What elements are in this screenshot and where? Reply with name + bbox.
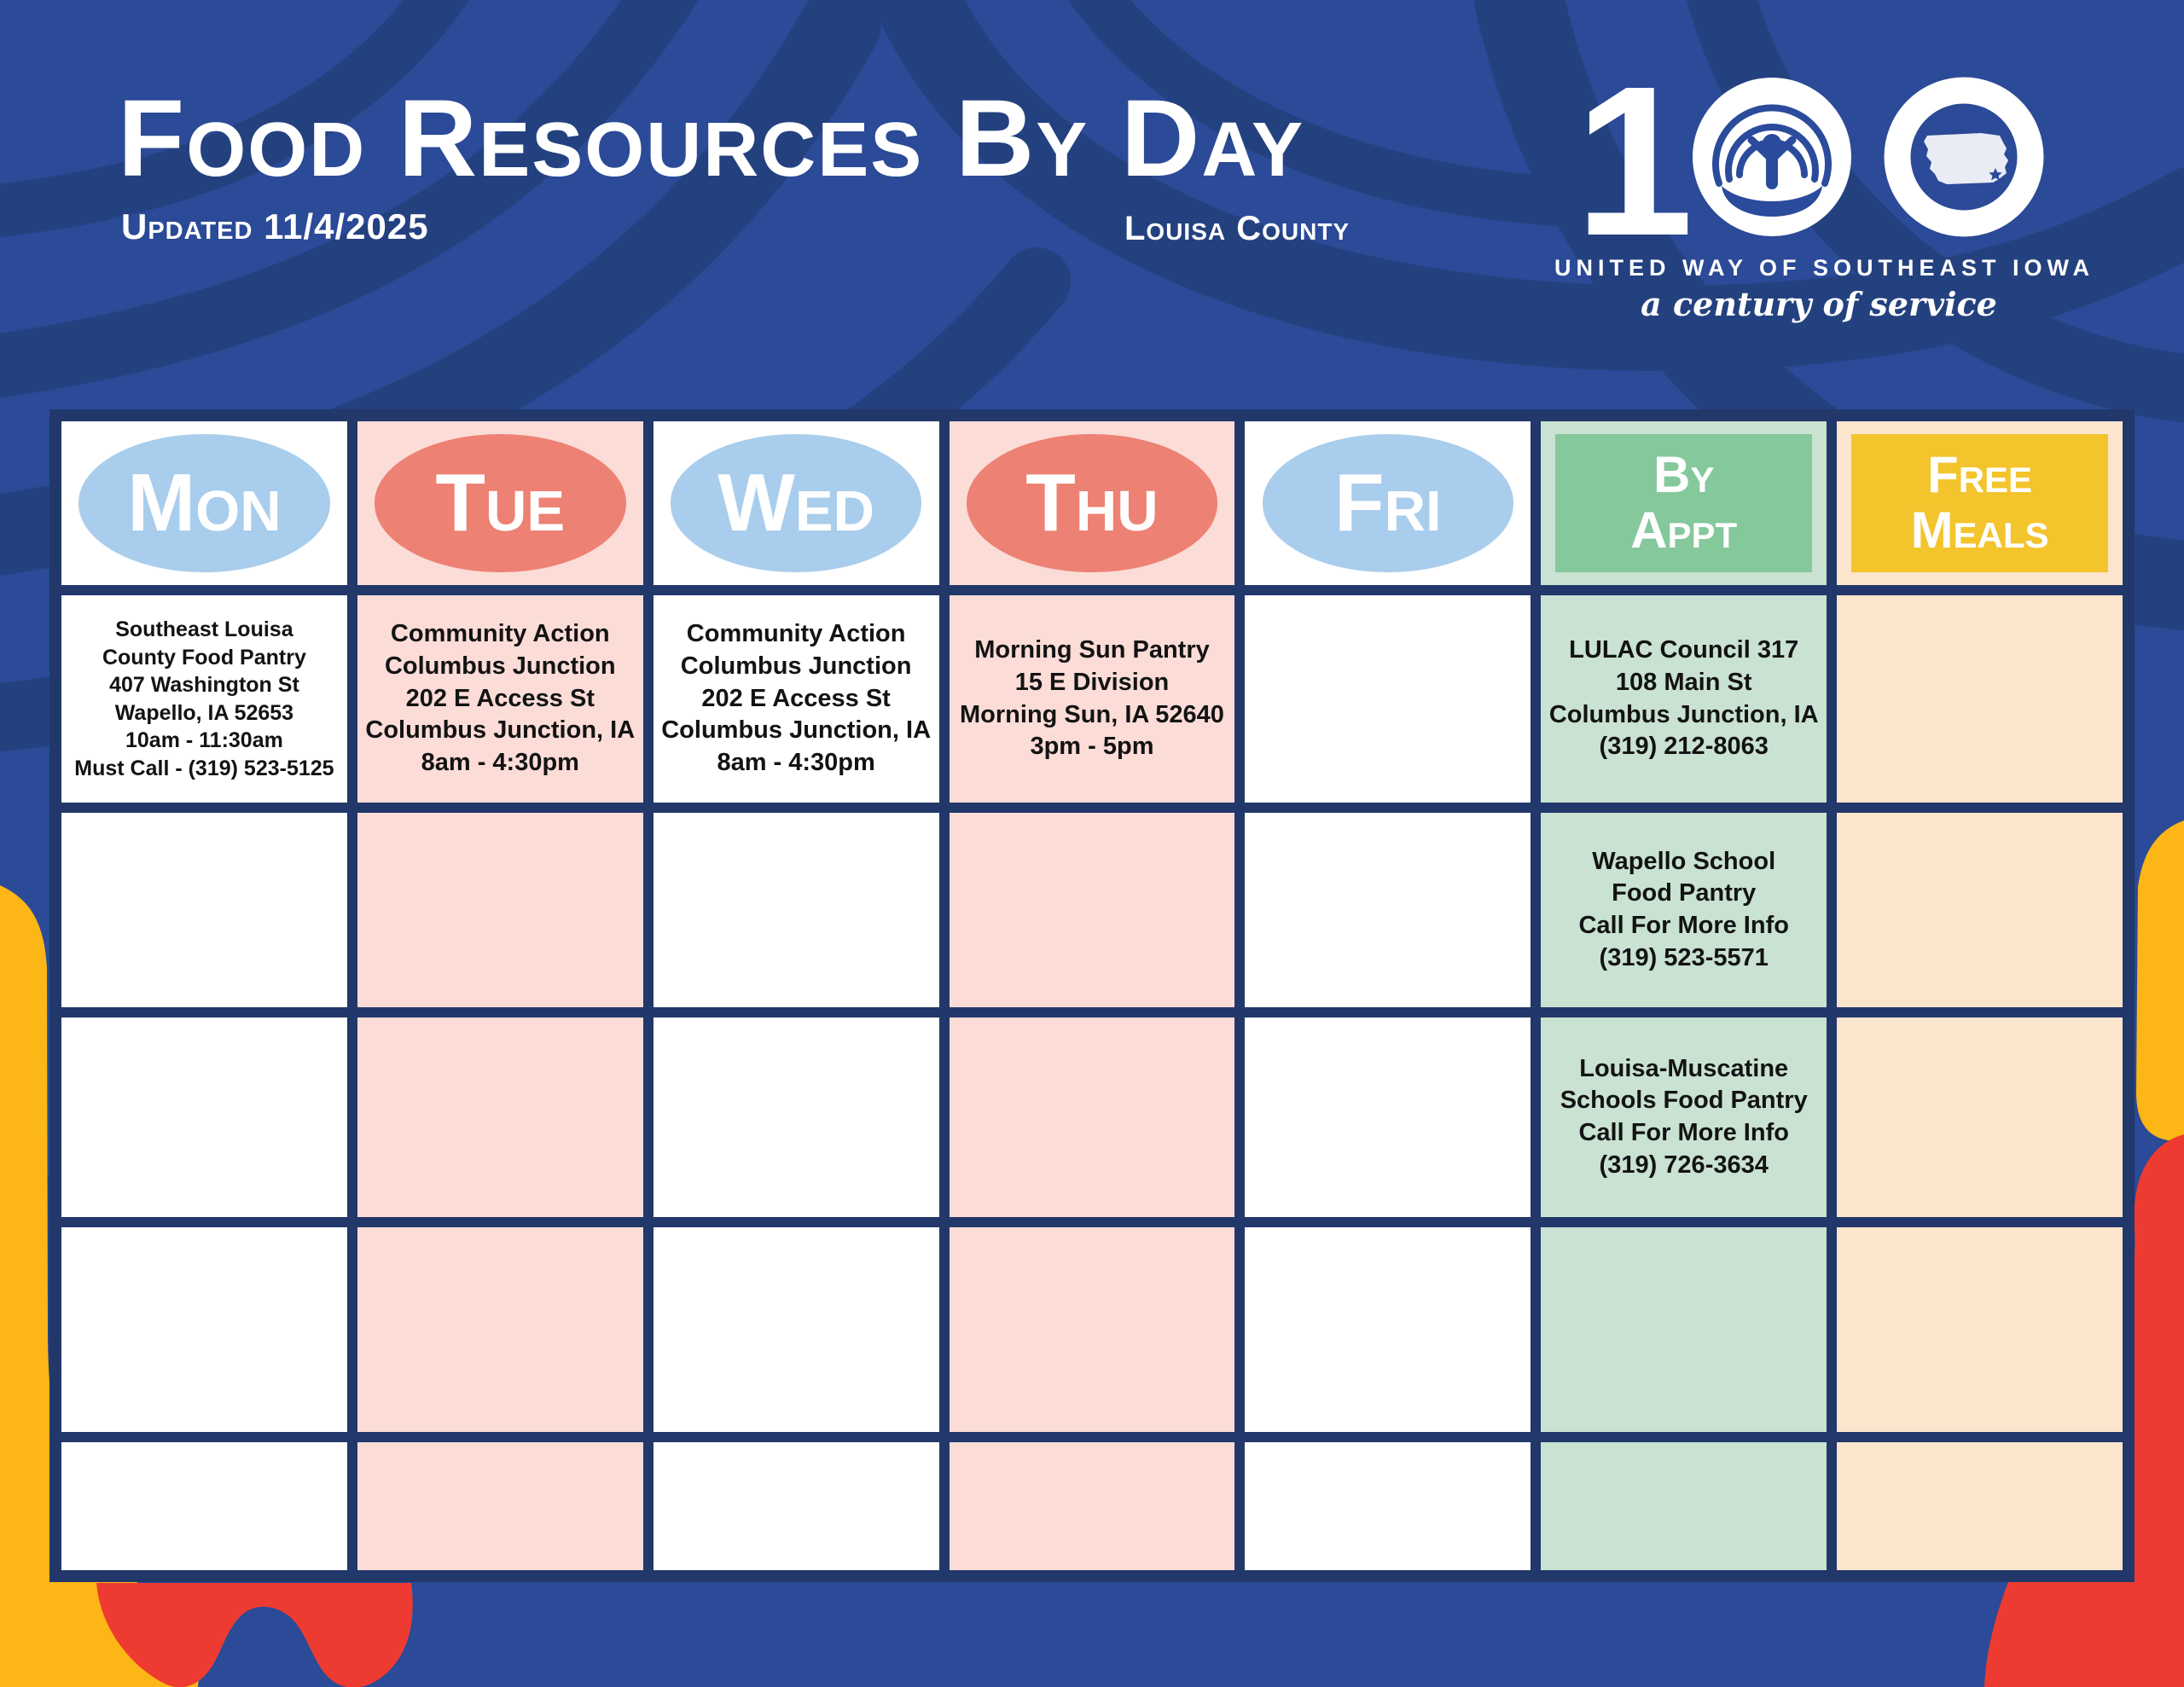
entry-morning-sun-pantry: Morning Sun Pantry 15 E Division Morning… <box>960 636 1224 761</box>
iowa-map-icon <box>1884 77 2044 237</box>
column-header-thu: Thu <box>949 421 1235 585</box>
column-header-tue: Tue <box>357 421 643 585</box>
cell-by-appt-row5 <box>1541 1442 1827 1570</box>
cell-wed-row5 <box>653 1442 939 1570</box>
cell-wed-row4 <box>653 1227 939 1432</box>
mon-badge: Mon <box>78 434 330 572</box>
cell-tue-row3 <box>357 1017 643 1217</box>
cell-mon-row1: Southeast Louisa County Food Pantry 407 … <box>61 595 347 803</box>
resource-table: Mon Tue Wed Thu Fri By Appt <box>49 409 2135 1582</box>
star-icon <box>1989 168 2002 181</box>
column-header-free-meals: Free Meals <box>1837 421 2123 585</box>
entry-southeast-louisa-pantry: Southeast Louisa County Food Pantry 407 … <box>74 617 334 780</box>
cell-free-meals-row3 <box>1837 1017 2123 1217</box>
cell-fri-row5 <box>1245 1442 1531 1570</box>
cell-free-meals-row5 <box>1837 1442 2123 1570</box>
free-meals-badge: Free Meals <box>1851 434 2108 572</box>
by-appt-badge: By Appt <box>1555 434 1813 572</box>
mon-label: Mon <box>127 456 282 548</box>
entry-community-action-wed: Community Action Columbus Junction 202 E… <box>661 620 932 777</box>
cell-wed-row2 <box>653 813 939 1007</box>
cell-by-appt-row3: Louisa-Muscatine Schools Food Pantry Cal… <box>1541 1017 1827 1217</box>
entry-lulac-council: LULAC Council 317 108 Main St Columbus J… <box>1548 636 1819 761</box>
entry-community-action-tue: Community Action Columbus Junction 202 E… <box>365 620 636 777</box>
yellow-blob-right <box>2136 820 2184 1142</box>
cell-mon-row3 <box>61 1017 347 1217</box>
cell-thu-row3 <box>949 1017 1235 1217</box>
united-way-emblem-icon <box>1693 78 1851 236</box>
cell-fri-row2 <box>1245 813 1531 1007</box>
cell-tue-row1: Community Action Columbus Junction 202 E… <box>357 595 643 803</box>
cell-free-meals-row2 <box>1837 813 2123 1007</box>
tue-badge: Tue <box>374 434 626 572</box>
column-header-by-appt: By Appt <box>1541 421 1827 585</box>
cell-thu-row5 <box>949 1442 1235 1570</box>
free-meals-label: Free Meals <box>1910 446 2049 559</box>
logo-100-mark: 1 <box>1575 42 2044 280</box>
thu-badge: Thu <box>966 434 1218 572</box>
page-title: Food Resources By Day <box>118 78 1305 200</box>
cell-wed-row3 <box>653 1017 939 1217</box>
cell-free-meals-row1 <box>1837 595 2123 803</box>
entry-louisa-muscatine-pantry: Louisa-Muscatine Schools Food Pantry Cal… <box>1560 1054 1808 1179</box>
county-label: Louisa County <box>1124 210 1350 247</box>
column-header-wed: Wed <box>653 421 939 585</box>
united-way-logo: 1 <box>1554 42 2095 323</box>
by-appt-label: By Appt <box>1630 446 1738 559</box>
cell-tue-row5 <box>357 1442 643 1570</box>
red-blob-bottom-left <box>96 1583 413 1687</box>
cell-tue-row4 <box>357 1227 643 1432</box>
fri-badge: Fri <box>1262 434 1514 572</box>
fri-label: Fri <box>1334 456 1442 548</box>
cell-mon-row4 <box>61 1227 347 1432</box>
wed-badge: Wed <box>670 434 922 572</box>
logo-number-one: 1 <box>1575 72 1693 242</box>
column-header-mon: Mon <box>61 421 347 585</box>
cell-by-appt-row1: LULAC Council 317 108 Main St Columbus J… <box>1541 595 1827 803</box>
cell-mon-row2 <box>61 813 347 1007</box>
cell-wed-row1: Community Action Columbus Junction 202 E… <box>653 595 939 803</box>
cell-thu-row1: Morning Sun Pantry 15 E Division Morning… <box>949 595 1235 803</box>
tue-label: Tue <box>435 456 566 548</box>
cell-fri-row1 <box>1245 595 1531 803</box>
cell-by-appt-row4 <box>1541 1227 1827 1432</box>
cell-thu-row2 <box>949 813 1235 1007</box>
cell-fri-row3 <box>1245 1017 1531 1217</box>
cell-thu-row4 <box>949 1227 1235 1432</box>
cell-tue-row2 <box>357 813 643 1007</box>
tagline: a century of service <box>1641 285 1997 323</box>
cell-free-meals-row4 <box>1837 1227 2123 1432</box>
cell-mon-row5 <box>61 1442 347 1570</box>
column-header-fri: Fri <box>1245 421 1531 585</box>
cell-by-appt-row2: Wapello School Food Pantry Call For More… <box>1541 813 1827 1007</box>
org-name: UNITED WAY OF SOUTHEAST IOWA <box>1554 255 2095 281</box>
updated-date: Updated 11/4/2025 <box>121 206 429 246</box>
wed-label: Wed <box>717 456 874 548</box>
entry-wapello-school-pantry: Wapello School Food Pantry Call For More… <box>1578 847 1789 971</box>
thu-label: Thu <box>1025 456 1159 548</box>
cell-fri-row4 <box>1245 1227 1531 1432</box>
